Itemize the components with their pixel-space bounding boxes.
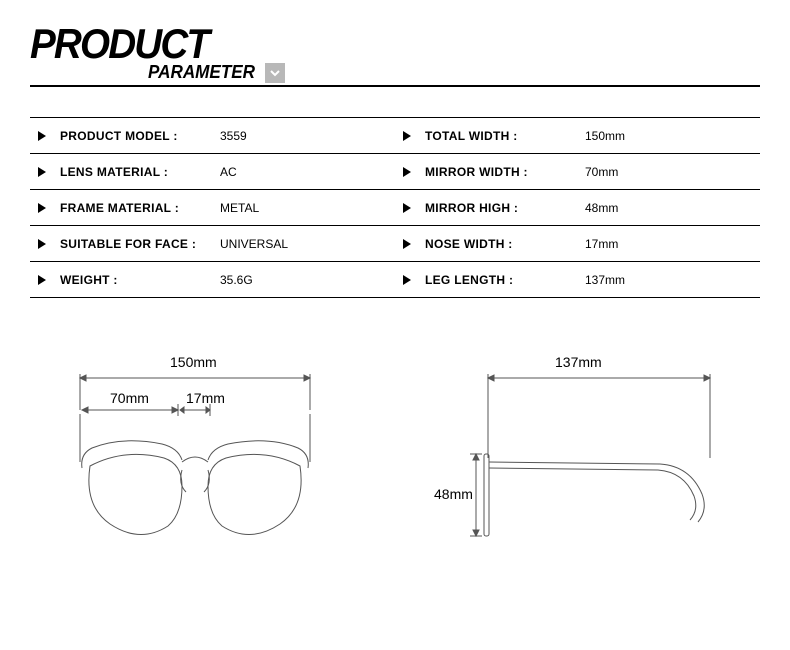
diagram-front: 150mm 70mm 17mm	[50, 358, 370, 578]
header-title: PRODUCT	[30, 20, 208, 68]
spec-row: WEIGHT : 35.6G LEG LENGTH : 137mm	[30, 262, 760, 298]
spec-row: SUITABLE FOR FACE : UNIVERSAL NOSE WIDTH…	[30, 226, 760, 262]
bullet-icon	[403, 131, 411, 141]
spec-cell-right: MIRROR WIDTH : 70mm	[395, 165, 760, 179]
spec-label: PRODUCT MODEL :	[60, 129, 220, 143]
chevron-down-icon	[265, 63, 285, 83]
side-svg	[410, 358, 740, 578]
spec-label: NOSE WIDTH :	[425, 237, 585, 251]
header: PRODUCT PARAMETER	[30, 20, 760, 87]
spec-row: PRODUCT MODEL : 3559 TOTAL WIDTH : 150mm	[30, 118, 760, 154]
spec-cell-left: WEIGHT : 35.6G	[30, 273, 395, 287]
spec-value: 35.6G	[220, 273, 330, 287]
header-subtitle-row: PARAMETER	[148, 62, 760, 83]
spec-label: SUITABLE FOR FACE :	[60, 237, 220, 251]
spec-cell-right: LEG LENGTH : 137mm	[395, 273, 760, 287]
spec-value: METAL	[220, 201, 330, 215]
spec-cell-right: MIRROR HIGH : 48mm	[395, 201, 760, 215]
bullet-icon	[38, 167, 46, 177]
spec-label: WEIGHT :	[60, 273, 220, 287]
header-rule	[30, 85, 760, 87]
front-svg	[50, 358, 350, 578]
diagram-side: 137mm 48mm	[410, 358, 740, 578]
spec-label: LENS MATERIAL :	[60, 165, 220, 179]
spec-label: TOTAL WIDTH :	[425, 129, 585, 143]
spec-row: FRAME MATERIAL : METAL MIRROR HIGH : 48m…	[30, 190, 760, 226]
bullet-icon	[403, 167, 411, 177]
spec-cell-left: FRAME MATERIAL : METAL	[30, 201, 395, 215]
spec-cell-left: SUITABLE FOR FACE : UNIVERSAL	[30, 237, 395, 251]
bullet-icon	[403, 275, 411, 285]
header-subtitle: PARAMETER	[148, 62, 255, 83]
bullet-icon	[403, 203, 411, 213]
spec-value: 17mm	[585, 237, 695, 251]
spec-value: AC	[220, 165, 330, 179]
spec-cell-right: TOTAL WIDTH : 150mm	[395, 129, 760, 143]
spec-label: LEG LENGTH :	[425, 273, 585, 287]
spec-value: 3559	[220, 129, 330, 143]
spec-table: PRODUCT MODEL : 3559 TOTAL WIDTH : 150mm…	[30, 117, 760, 298]
spec-label: MIRROR WIDTH :	[425, 165, 585, 179]
spec-cell-left: PRODUCT MODEL : 3559	[30, 129, 395, 143]
bullet-icon	[403, 239, 411, 249]
spec-value: 70mm	[585, 165, 695, 179]
spec-label: FRAME MATERIAL :	[60, 201, 220, 215]
bullet-icon	[38, 275, 46, 285]
spec-value: UNIVERSAL	[220, 237, 330, 251]
spec-value: 137mm	[585, 273, 695, 287]
spec-value: 48mm	[585, 201, 695, 215]
spec-row: LENS MATERIAL : AC MIRROR WIDTH : 70mm	[30, 154, 760, 190]
spec-cell-left: LENS MATERIAL : AC	[30, 165, 395, 179]
spec-value: 150mm	[585, 129, 695, 143]
diagram-area: 150mm 70mm 17mm	[30, 358, 760, 578]
bullet-icon	[38, 131, 46, 141]
bullet-icon	[38, 203, 46, 213]
spec-cell-right: NOSE WIDTH : 17mm	[395, 237, 760, 251]
bullet-icon	[38, 239, 46, 249]
spec-label: MIRROR HIGH :	[425, 201, 585, 215]
